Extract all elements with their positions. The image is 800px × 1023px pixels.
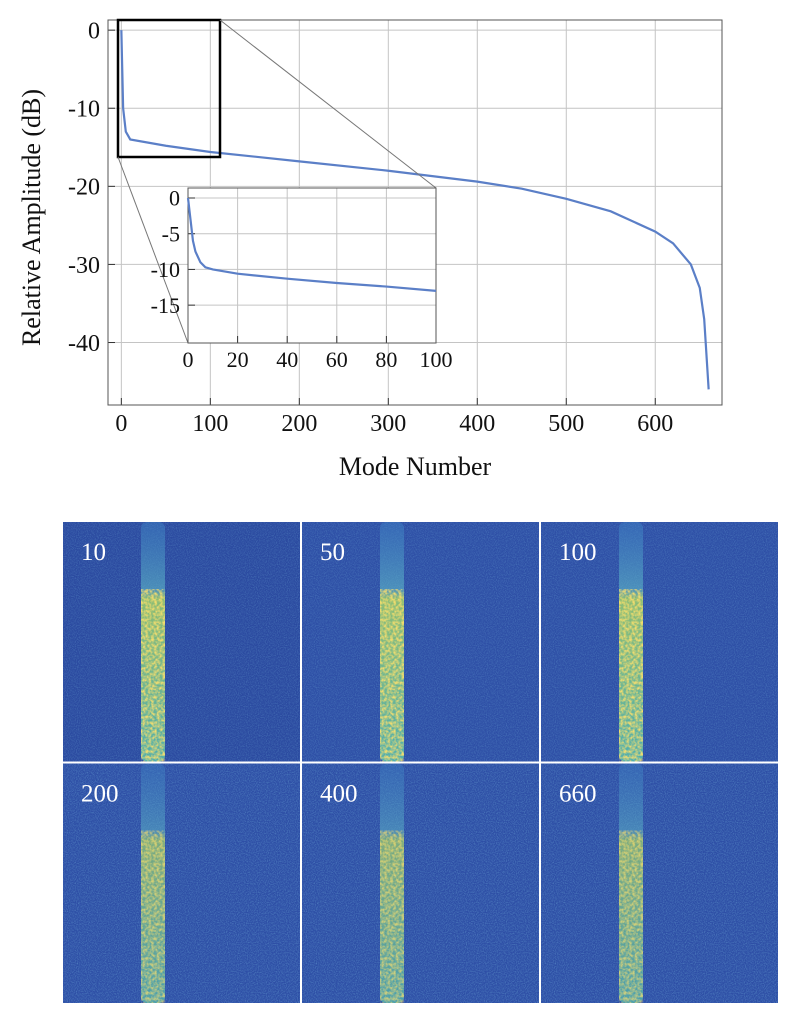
inset-plot: 0 20 40 60 80 100 0 -5 -10 -15 (151, 186, 453, 372)
panel-label: 10 (81, 539, 106, 566)
plot-background (188, 188, 436, 343)
plot-frame (187, 187, 437, 344)
zoom-box (116, 18, 222, 159)
y-tick-label: 0 (88, 19, 100, 45)
panel-strip-speckle (141, 830, 165, 1003)
y-tick-label: 0 (169, 186, 180, 211)
panel-label: 200 (81, 781, 119, 808)
line (186, 197, 437, 292)
panel-label: 50 (320, 539, 345, 566)
panel-label: 100 (559, 539, 597, 566)
panel-strip-speckle (380, 830, 404, 1003)
image-panel: 400 (302, 763, 539, 1003)
y-tick-label: -10 (151, 257, 180, 282)
panel-strip-speckle (619, 589, 643, 762)
image-panels: 10 50 100 200 400 660 (63, 522, 778, 1003)
y-tick-label: -30 (68, 253, 100, 279)
line (120, 30, 710, 390)
panel-strip-speckle (141, 589, 165, 762)
x-axis-label: Mode Number (339, 452, 492, 481)
y-axis-label: Relative Amplitude (dB) (17, 89, 46, 346)
x-tick-label: 80 (375, 347, 397, 372)
y-tick-label: -40 (68, 331, 100, 357)
panel-noise (541, 763, 778, 1003)
x-tick-label: 20 (227, 347, 249, 372)
image-panel: 200 (63, 763, 300, 1003)
x-tick-label: 0 (183, 347, 194, 372)
zoom-line (219, 19, 437, 189)
image-panel: 50 (302, 522, 539, 762)
zoom-line (117, 156, 189, 344)
x-tick-label: 300 (370, 411, 406, 437)
zoom-indicator (116, 18, 437, 344)
x-tick-label: 600 (637, 411, 673, 437)
x-tick-label: 200 (281, 411, 317, 437)
image-panel: 10 (63, 522, 300, 762)
y-tick-label: -15 (151, 293, 180, 318)
x-tick-label: 40 (276, 347, 298, 372)
x-tick-label: 0 (115, 411, 127, 437)
x-tick-label: 500 (548, 411, 584, 437)
panel-noise (63, 522, 300, 762)
x-tick-label: 100 (420, 347, 453, 372)
panel-noise (302, 522, 539, 762)
y-tick-label: -20 (68, 175, 100, 201)
panel-strip-speckle (380, 589, 404, 762)
panel-noise (302, 763, 539, 1003)
x-tick-label: 400 (459, 411, 495, 437)
panel-noise (541, 522, 778, 762)
x-tick-label: 100 (192, 411, 228, 437)
y-tick-label: -5 (162, 221, 180, 246)
x-tick-label: 60 (326, 347, 348, 372)
image-panel: 100 (541, 522, 778, 762)
image-panel: 660 (541, 763, 778, 1003)
panel-label: 400 (320, 781, 358, 808)
y-tick-label: -10 (68, 97, 100, 123)
panel-label: 660 (559, 781, 597, 808)
panel-noise (63, 763, 300, 1003)
panel-strip-speckle (619, 830, 643, 1003)
plot-frame (107, 19, 723, 406)
